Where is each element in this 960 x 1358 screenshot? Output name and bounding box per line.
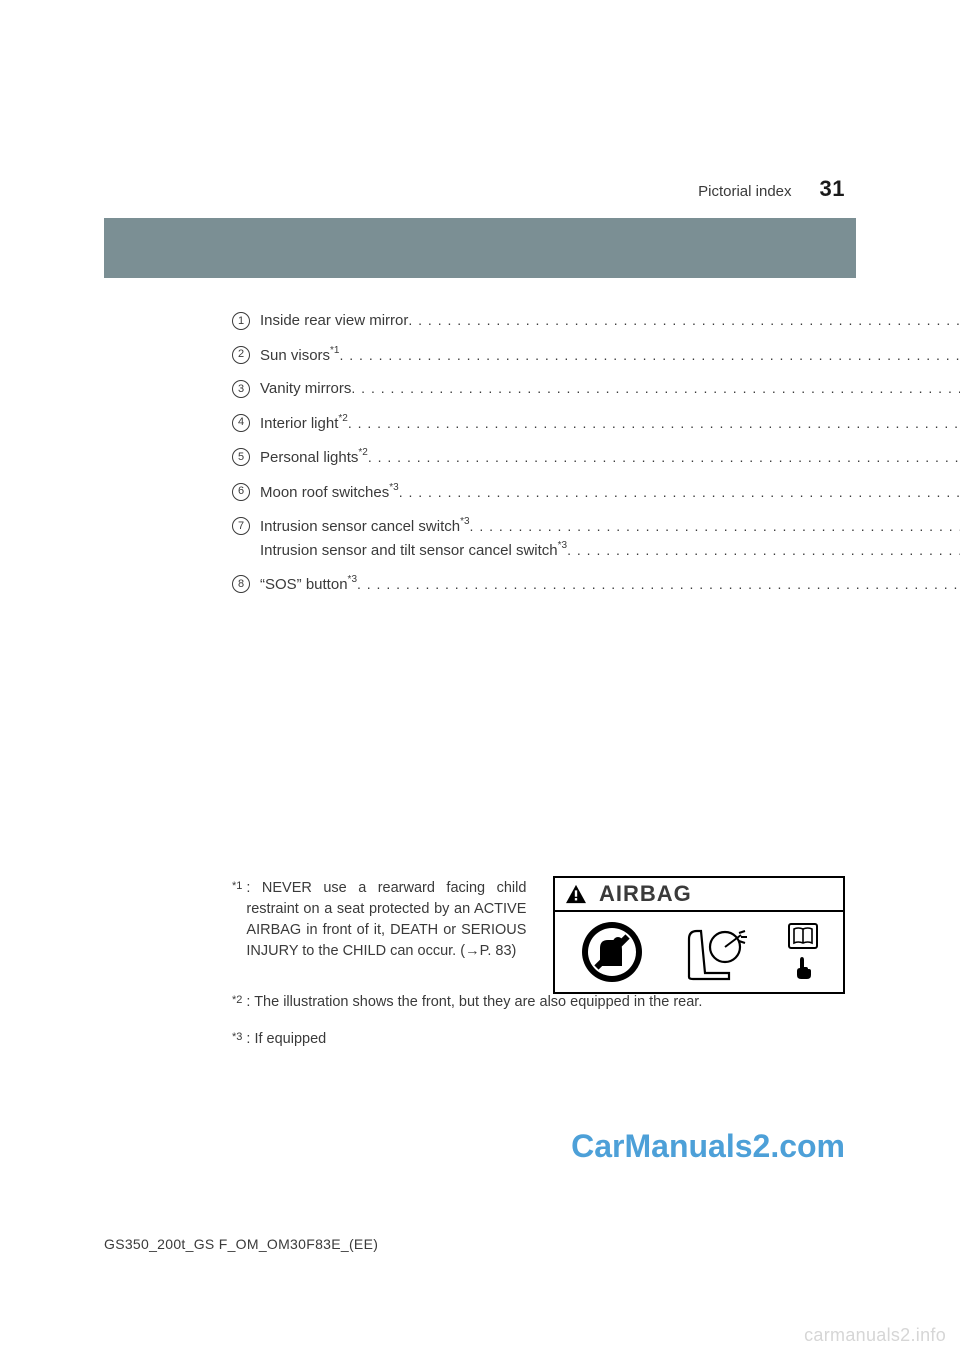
entry-lines: Interior light*2P. 417 — [260, 412, 960, 436]
entry-label: Intrusion sensor and tilt sensor cancel … — [260, 539, 567, 563]
circled-number-icon: 1 — [232, 312, 250, 330]
entry-label: Personal lights*2 — [260, 446, 368, 470]
circled-number-icon: 4 — [232, 414, 250, 432]
index-row: 4Interior light*2P. 417 — [232, 412, 732, 436]
page-number: 31 — [820, 176, 845, 202]
circled-number-icon: 6 — [232, 483, 250, 501]
circled-number-icon: 2 — [232, 346, 250, 364]
entry-lines: “SOS” button*3P. 435 — [260, 573, 960, 597]
entry-label: Intrusion sensor cancel switch*3 — [260, 515, 470, 539]
entry-lines: Sun visors*1P. 428 — [260, 344, 960, 368]
footnote-text: : If equipped — [246, 1029, 326, 1050]
entry-line: Sun visors*1P. 428 — [260, 344, 960, 368]
seat-airbag-icon — [681, 921, 751, 983]
pointing-hand-icon — [793, 955, 813, 981]
entry-label: Interior light*2 — [260, 412, 348, 436]
airbag-header: AIRBAG — [555, 878, 843, 912]
index-row: 2Sun visors*1P. 428 — [232, 344, 732, 368]
document-id: GS350_200t_GS F_OM_OM30F83E_(EE) — [104, 1236, 378, 1252]
entry-lines: Personal lights*2P. 417 — [260, 446, 960, 470]
index-row: 7Intrusion sensor cancel switch*3P. 95In… — [232, 515, 732, 562]
index-row: 6Moon roof switches*3P. 217 — [232, 481, 732, 505]
leader-dots — [368, 447, 960, 468]
entry-label: Moon roof switches*3 — [260, 481, 399, 505]
footnote-text: : NEVER use a rearward facing child rest… — [246, 878, 526, 962]
entry-lines: Inside rear view mirrorP. 209 — [260, 310, 960, 333]
footnote-marker: *2 — [232, 992, 242, 1006]
watermark-footer: carmanuals2.info — [804, 1325, 946, 1346]
leader-dots — [357, 574, 960, 595]
footnote-2: *2 : The illustration shows the front, b… — [232, 992, 845, 1013]
superscript-marker: *2 — [338, 413, 347, 424]
page-header: Pictorial index 31 — [0, 176, 845, 202]
index-row: 1Inside rear view mirrorP. 209 — [232, 310, 732, 333]
leader-dots — [339, 345, 960, 366]
airbag-body — [555, 912, 843, 992]
footnote-marker: *3 — [232, 1029, 242, 1043]
superscript-marker: *3 — [558, 540, 567, 551]
leader-dots — [351, 378, 960, 399]
circled-number-icon: 5 — [232, 448, 250, 466]
superscript-marker: *3 — [460, 516, 469, 527]
prohibit-child-seat-icon — [580, 920, 644, 984]
superscript-marker: *1 — [330, 345, 339, 356]
entry-line: Moon roof switches*3P. 217 — [260, 481, 960, 505]
airbag-warning-label: AIRBAG — [553, 876, 845, 994]
index-row: 5Personal lights*2P. 417 — [232, 446, 732, 470]
section-label: Pictorial index — [698, 183, 791, 200]
leader-dots — [470, 516, 960, 537]
index-row: 3Vanity mirrorsP. 428 — [232, 378, 732, 401]
header-band — [104, 218, 856, 278]
circled-number-icon: 8 — [232, 575, 250, 593]
footnote-3: *3 : If equipped — [232, 1029, 845, 1050]
airbag-title: AIRBAG — [599, 881, 692, 907]
entry-lines: Moon roof switches*3P. 217 — [260, 481, 960, 505]
leader-dots — [408, 310, 960, 331]
entry-label: Inside rear view mirror — [260, 310, 408, 333]
entry-label: “SOS” button*3 — [260, 573, 357, 597]
circled-number-icon: 3 — [232, 380, 250, 398]
warning-triangle-icon — [565, 884, 587, 904]
manual-book-icon — [788, 923, 818, 949]
leader-dots — [348, 413, 960, 434]
superscript-marker: *2 — [358, 447, 367, 458]
superscript-marker: *3 — [389, 482, 398, 493]
entry-lines: Intrusion sensor cancel switch*3P. 95Int… — [260, 515, 960, 562]
pictorial-index-list: 1Inside rear view mirrorP. 2092Sun visor… — [232, 310, 732, 608]
entry-line: Intrusion sensor cancel switch*3P. 95 — [260, 515, 960, 539]
footnote-text: : The illustration shows the front, but … — [246, 992, 702, 1013]
leader-dots — [567, 540, 960, 561]
entry-lines: Vanity mirrorsP. 428 — [260, 378, 960, 401]
superscript-marker: *3 — [348, 574, 357, 585]
entry-label: Sun visors*1 — [260, 344, 339, 368]
entry-line: Inside rear view mirrorP. 209 — [260, 310, 960, 333]
footnote-marker: *1 — [232, 878, 242, 892]
entry-label: Vanity mirrors — [260, 378, 351, 401]
entry-line: Vanity mirrorsP. 428 — [260, 378, 960, 401]
leader-dots — [399, 482, 960, 503]
entry-line: “SOS” button*3P. 435 — [260, 573, 960, 597]
watermark-carmanuals2: CarManuals2.com — [571, 1128, 845, 1165]
index-row: 8“SOS” button*3P. 435 — [232, 573, 732, 597]
entry-line: Interior light*2P. 417 — [260, 412, 960, 436]
circled-number-icon: 7 — [232, 517, 250, 535]
entry-line: Intrusion sensor and tilt sensor cancel … — [260, 539, 960, 563]
reference-icons — [788, 923, 818, 981]
entry-line: Personal lights*2P. 417 — [260, 446, 960, 470]
